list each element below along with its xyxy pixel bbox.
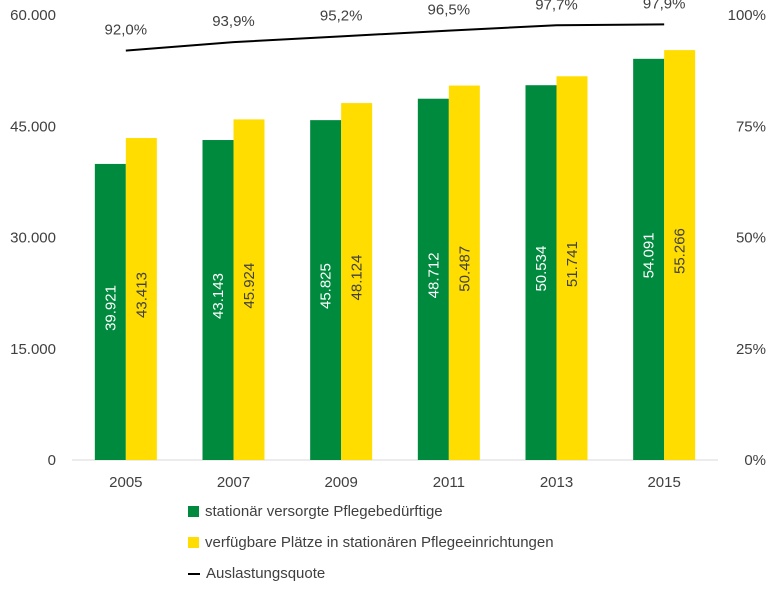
line-value-label: 97,9%: [643, 0, 686, 12]
bar-series-1: [310, 120, 342, 460]
x-tick-label: 2009: [324, 474, 357, 490]
y-left-tick-label: 60.000: [10, 7, 56, 24]
x-tick-label: 2011: [433, 474, 465, 490]
line-group: 92,0% 93,9% 95,2% 96,5% 97,7% 97,9%: [105, 0, 686, 52]
bar-series-1: [417, 98, 449, 460]
bar-series-2: [233, 119, 265, 460]
x-tick-label: 2015: [647, 474, 680, 490]
bar-series-2: [664, 50, 696, 460]
bar-value-label: 48.124: [349, 255, 366, 301]
y-right-tick-label: 0%: [744, 452, 766, 469]
y-left-tick-label: 45.000: [10, 118, 56, 135]
y-right-tick-label: 50%: [736, 230, 766, 247]
bar-labels: 39.921 43.413 43.143 45.924 45.825 48.124 48.7…: [102, 228, 688, 331]
y-right-ticks: 0% 25% 50% 75% 100%: [728, 7, 766, 469]
line-value-label: 92,0%: [105, 22, 148, 39]
bar-value-label: 50.487: [456, 246, 473, 292]
legend-label: verfügbare Plätze in stationären Pflegee…: [205, 534, 554, 551]
bar-series-1: [94, 163, 126, 460]
bar-value-label: 43.413: [133, 272, 150, 318]
line-value-label: 96,5%: [428, 2, 471, 19]
chart-svg: 0 15.000 30.000 45.000 60.000 0% 25% 50% 75% 100…: [10, 0, 766, 491]
bar-value-label: 45.825: [318, 263, 335, 309]
bar-value-label: 39.921: [102, 285, 119, 331]
y-right-tick-label: 25%: [736, 341, 766, 358]
legend-item-series-1: stationär versorgte Pflegebedürftige: [188, 496, 554, 527]
bar-value-label: 50.534: [533, 246, 550, 292]
y-left-tick-label: 0: [48, 452, 56, 469]
y-left-ticks: 0 15.000 30.000 45.000 60.000: [10, 7, 56, 469]
legend-swatch: [188, 506, 199, 517]
legend-item-series-2: verfügbare Plätze in stationären Pflegee…: [188, 527, 554, 558]
y-right-tick-label: 100%: [728, 7, 766, 24]
legend-line-swatch: [188, 572, 200, 575]
x-ticks: 2005 2007 2009 2011 2013 2015: [109, 474, 681, 491]
y-right-tick-label: 75%: [736, 118, 766, 135]
bar-series-1: [202, 140, 234, 460]
x-tick-label: 2005: [109, 474, 142, 490]
bar-value-label: 55.266: [672, 228, 689, 274]
legend-label: stationär versorgte Pflegebedürftige: [205, 503, 443, 520]
line-value-label: 95,2%: [320, 7, 363, 24]
bar-value-label: 43.143: [210, 273, 227, 319]
bar-series-2: [448, 85, 480, 460]
line-value-label: 97,7%: [535, 0, 578, 13]
y-left-tick-label: 15.000: [10, 341, 56, 358]
bar-series-1: [633, 58, 665, 461]
bar-value-label: 45.924: [241, 263, 258, 309]
legend-item-line: Auslastungsquote: [188, 558, 554, 589]
line-auslastungsquote: [125, 23, 665, 52]
y-left-tick-label: 30.000: [10, 230, 56, 247]
x-tick-label: 2013: [540, 474, 573, 490]
bar-value-label: 51.741: [564, 241, 581, 287]
line-value-label: 93,9%: [212, 13, 255, 30]
bar-value-label: 54.091: [641, 232, 658, 278]
legend-swatch: [188, 537, 199, 548]
bar-series-2: [341, 103, 373, 461]
bar-series-2: [556, 76, 588, 461]
legend-label: Auslastungsquote: [206, 565, 326, 582]
bar-series-1: [525, 85, 557, 460]
bars: [94, 50, 696, 461]
x-tick-label: 2007: [217, 474, 250, 490]
bar-series-2: [125, 138, 157, 460]
legend: stationär versorgte Pflegebedürftige ver…: [188, 496, 554, 589]
bar-value-label: 48.712: [425, 252, 442, 298]
